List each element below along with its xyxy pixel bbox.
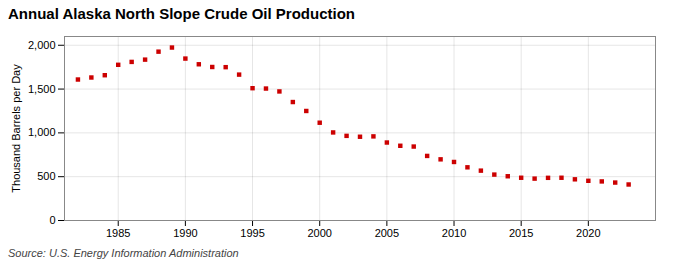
svg-text:2,000: 2,000 [28,39,56,51]
svg-text:2005: 2005 [375,227,399,239]
svg-text:1,000: 1,000 [28,126,56,138]
svg-text:2000: 2000 [307,227,331,239]
svg-text:500: 500 [37,170,55,182]
svg-text:Thousand Barrels per Day: Thousand Barrels per Day [10,64,22,193]
svg-text:1985: 1985 [106,227,130,239]
svg-text:0: 0 [49,214,55,226]
svg-text:1995: 1995 [240,227,264,239]
svg-text:2020: 2020 [576,227,600,239]
html-text:Annual Alaska North Slope Crud: Annual Alaska North Slope Crude Oil Prod… [8,5,355,22]
svg-text:2010: 2010 [442,227,466,239]
svg-text:1990: 1990 [173,227,197,239]
svg-text:1,500: 1,500 [28,83,56,95]
html-text:Source: U.S. Energy Informatio: Source: U.S. Energy Information Administ… [8,247,239,259]
svg-text:2015: 2015 [509,227,533,239]
